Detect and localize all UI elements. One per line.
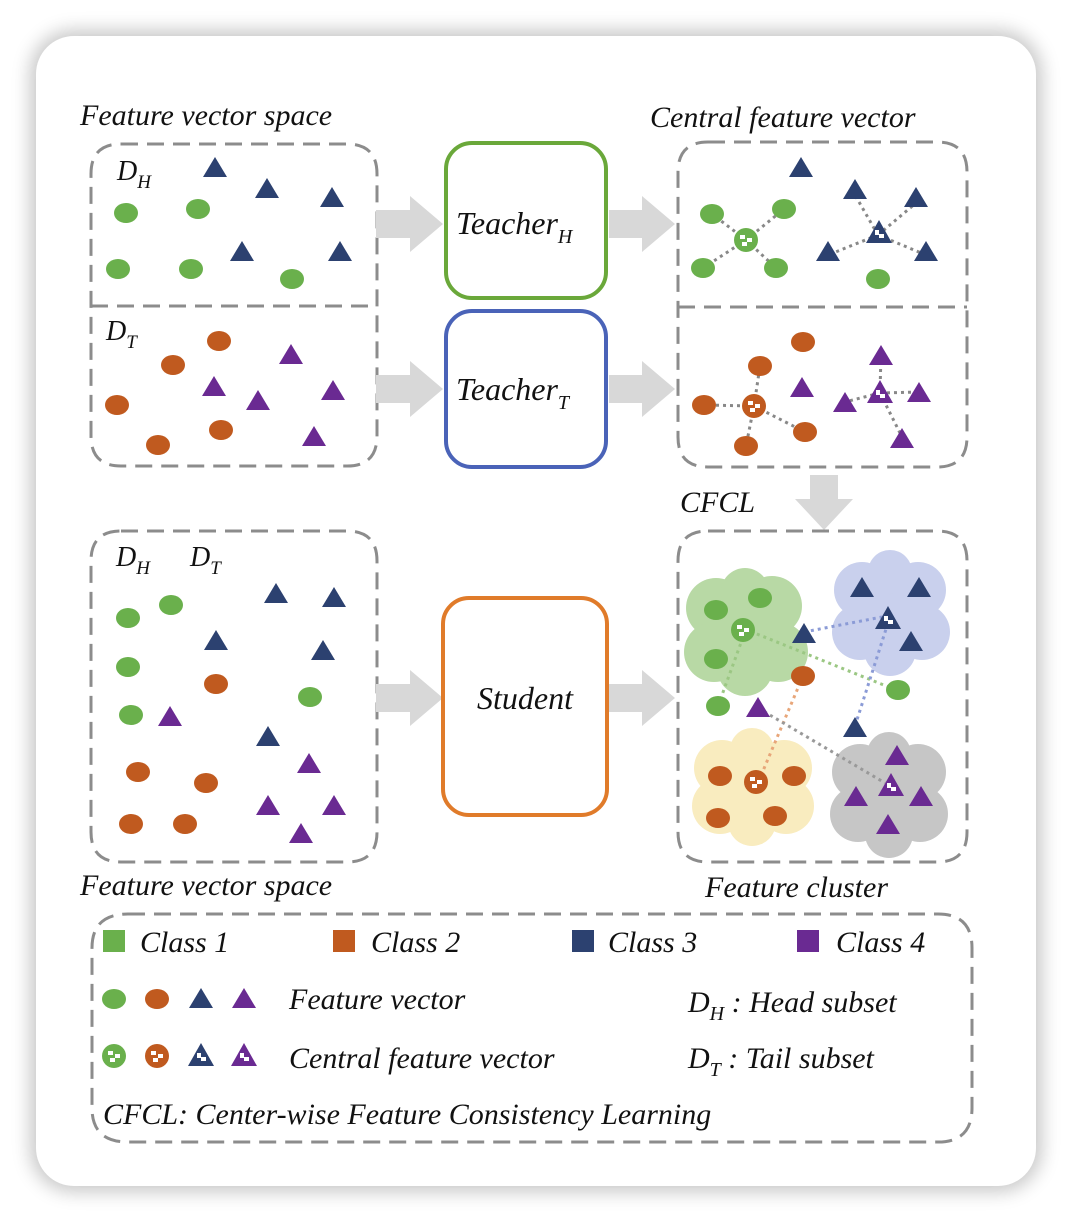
feature-vector-legend-label: Feature vector: [288, 983, 466, 1016]
flow-arrows: [376, 196, 853, 726]
class2-points: [105, 331, 233, 455]
arrow-tail-teacher-t-out: [609, 361, 675, 417]
class1-points: [106, 199, 304, 289]
arrow-head-teacher-h-out: [609, 196, 675, 252]
class2-points-mixed: [119, 674, 228, 834]
class4-legend-label: Class 4: [836, 926, 925, 959]
dt2-label: DT: [189, 542, 222, 579]
class2-swatch: [333, 930, 355, 952]
class3-points: [203, 157, 352, 261]
cfcl-definition: CFCL: Center-wise Feature Consistency Le…: [103, 1098, 711, 1131]
student-box: Student: [441, 596, 609, 817]
class4-points-cluster: [746, 697, 933, 834]
feature-vector-symbols: [102, 988, 256, 1009]
class1-points-mixed: [116, 595, 322, 725]
class4-swatch: [797, 930, 819, 952]
top-left-label: Feature vector space: [79, 99, 332, 132]
class1-points-head: [691, 199, 890, 289]
class3-swatch: [572, 930, 594, 952]
top-right-label: Central feature vector: [650, 101, 916, 134]
teacher-t-label: TeacherT: [456, 371, 571, 414]
teacher-t-box: TeacherT: [444, 309, 608, 469]
class4-points-mixed: [158, 706, 346, 843]
dh-label: DH: [116, 156, 152, 193]
class1-points-cluster: [704, 588, 910, 716]
class1-center: [734, 228, 758, 252]
student-label: Student: [477, 680, 574, 716]
head-subset-legend: DH : Head subset: [687, 986, 897, 1025]
class4-points-tail: [790, 345, 931, 448]
teacher-h-label: TeacherH: [456, 205, 574, 248]
arrow-tail-teacher-t-in: [376, 361, 443, 417]
top-left-feature-space: DH DT: [89, 142, 379, 468]
bottom-right-label: Feature cluster: [704, 871, 888, 904]
legend: Class 1 Class 2 Class 3 Class 4 Feature …: [90, 912, 974, 1144]
central-feature-vector-legend-label: Central feature vector: [289, 1042, 555, 1075]
class1-legend-label: Class 1: [140, 926, 229, 959]
teacher-h-box: TeacherH: [444, 141, 608, 300]
class1-center-cluster: [731, 618, 755, 642]
class3-points-mixed: [204, 583, 346, 746]
class3-points-cluster: [792, 577, 931, 737]
bottom-left-label: Feature vector space: [79, 869, 332, 902]
class1-swatch: [103, 930, 125, 952]
dt-label: DT: [105, 316, 138, 353]
bottom-left-feature-space: DH DT: [89, 529, 379, 864]
class3-points-head: [789, 157, 938, 261]
class4-points: [202, 344, 345, 446]
arrow-cfcl-down: [795, 475, 853, 530]
class2-points-tail: [692, 332, 817, 456]
cfcl-label: CFCL: [680, 486, 755, 519]
arrow-student-out: [609, 670, 675, 726]
bottom-right-feature-cluster: [676, 529, 969, 864]
arrow-student-in: [376, 670, 443, 726]
arrow-head-teacher-h-in: [376, 196, 443, 252]
class3-legend-label: Class 3: [608, 926, 697, 959]
class2-center: [742, 394, 766, 418]
dh2-label: DH: [115, 542, 151, 579]
class2-legend-label: Class 2: [371, 926, 460, 959]
central-feature-vector-symbols: [102, 1043, 257, 1068]
class2-center-cluster: [744, 770, 768, 794]
top-right-central-space: [676, 140, 969, 469]
tail-subset-legend: DT : Tail subset: [687, 1042, 875, 1081]
class2-points-cluster: [706, 666, 815, 828]
class1-cloud: [684, 568, 808, 696]
